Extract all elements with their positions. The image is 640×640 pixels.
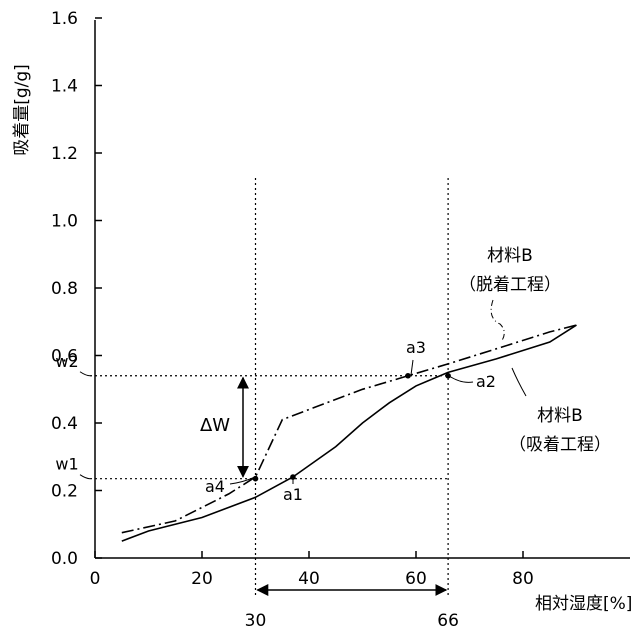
y-tick-label: 1.4 xyxy=(51,77,78,97)
y-tick-label: 0.8 xyxy=(51,279,78,299)
adsorption-label-line1: 材料B xyxy=(537,406,583,426)
point-label-a2: a2 xyxy=(476,372,496,391)
x-tick-label: 0 xyxy=(90,569,101,589)
point-label-a4: a4 xyxy=(205,477,225,496)
x-tick-label: 20 xyxy=(191,569,213,589)
desorption-label-leader xyxy=(491,300,504,342)
y-tick-label: 0.2 xyxy=(51,482,78,502)
delta-w-label: ΔW xyxy=(200,415,230,436)
point-leader xyxy=(411,360,413,375)
leader-line xyxy=(80,475,90,479)
adsorption-series-line xyxy=(122,325,577,541)
point-leader xyxy=(230,476,257,484)
horizontal-reference-label: w1 xyxy=(55,455,78,474)
vertical-reference-label: 66 xyxy=(437,611,459,631)
point-a1 xyxy=(290,474,296,480)
adsorption-label-leader xyxy=(512,368,526,396)
y-tick-label: 0.0 xyxy=(51,549,78,569)
x-tick-label: 40 xyxy=(298,569,320,589)
y-tick-label: 1.2 xyxy=(51,144,78,164)
y-tick-label: 0.4 xyxy=(51,414,78,434)
point-a2 xyxy=(445,373,451,379)
leader-line xyxy=(80,372,90,376)
x-tick-label: 80 xyxy=(512,569,534,589)
desorption-label-line1: 材料B xyxy=(487,246,533,266)
annotations: a1 a2 a3 a4 xyxy=(205,300,526,590)
horizontal-reference-label: w2 xyxy=(55,352,78,371)
series xyxy=(122,325,577,541)
x-axis-label: 相対湿度[%] xyxy=(535,594,632,614)
desorption-series-line xyxy=(122,325,577,533)
desorption-label-line2: （脱着工程） xyxy=(459,275,561,295)
reference-lines: 30 66 w1 w2 xyxy=(55,178,459,631)
adsorption-label-line2: （吸着工程） xyxy=(509,435,611,455)
point-label-a1: a1 xyxy=(283,485,303,504)
x-tick-label: 60 xyxy=(405,569,427,589)
vertical-reference-label: 30 xyxy=(245,611,267,631)
y-axis-label: 吸着量[g/g] xyxy=(12,64,32,156)
y-tick-label: 1.6 xyxy=(51,9,78,29)
point-label-a3: a3 xyxy=(406,338,426,357)
y-tick-label: 1.0 xyxy=(51,212,78,232)
axes: 0.00.20.40.60.81.01.21.41.6020406080 xyxy=(51,9,630,589)
point-a3 xyxy=(405,373,411,379)
point-leader xyxy=(449,376,473,382)
